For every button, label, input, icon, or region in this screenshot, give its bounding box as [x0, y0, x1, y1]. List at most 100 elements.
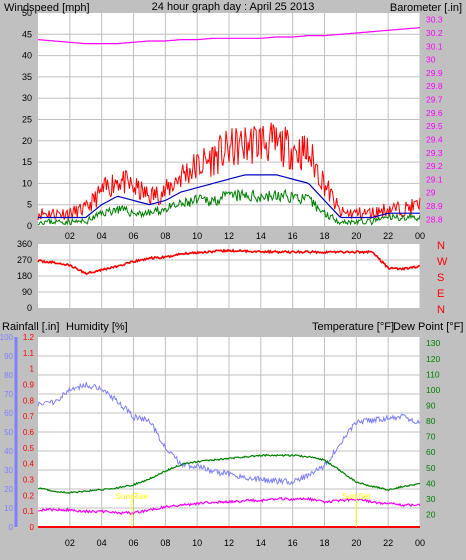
temperature-y-ticks: 20 30 40 50 60 70 80 90 100 110 120 130	[426, 338, 440, 519]
x-tick-label: 02	[65, 538, 75, 548]
humidity-line	[37, 381, 421, 486]
x-tick-label: 10	[192, 538, 202, 548]
barometer-y-tick-label: 29.1	[426, 174, 443, 184]
barometer-y-tick-label: 29.8	[426, 81, 443, 91]
rainfall-y-tick-label: 1	[30, 365, 35, 374]
humidity-y-tick-label: 60	[4, 409, 13, 418]
sunset-label: Sun Set	[342, 492, 371, 501]
sunrise-label: Sun Rise	[116, 492, 149, 501]
x-tick-label: 18	[319, 231, 329, 241]
x-tick-label: 08	[160, 231, 170, 241]
temperature-y-tick-label: 40	[426, 478, 436, 488]
x-tick-label: 10	[192, 231, 202, 241]
barometer-y-tick-label: 29.5	[426, 121, 443, 131]
barometer-y-tick-label: 29.4	[426, 134, 443, 144]
x-tick-label: 08	[160, 538, 170, 548]
rainfall-y-tick-label: 0.5	[23, 444, 35, 453]
x-tick-label: 06	[128, 538, 138, 548]
direction-y-tick-label: 90	[22, 287, 32, 297]
barometer-y-tick-label: 29	[426, 188, 436, 198]
wind-average-line	[38, 174, 420, 219]
barometer-y-tick-label: 29.3	[426, 148, 443, 158]
humidity-y-tick-label: 100	[0, 333, 14, 342]
temperature-line	[37, 453, 421, 495]
temperature-y-tick-label: 90	[426, 401, 436, 411]
barometer-y-ticks: 28.8 28.9 29 29.1 29.2 29.3 29.4 29.5 29.6 29.7 29…	[426, 15, 443, 225]
rainfall-y-tick-label: 1.2	[23, 333, 35, 342]
humidity-axis-label: Humidity [%]	[66, 321, 128, 333]
wind-y-tick-label: 20	[22, 136, 32, 146]
x-tick-label: 12	[224, 231, 234, 241]
humidity-y-tick-label: 40	[4, 447, 13, 456]
wind-series	[37, 27, 421, 226]
temperature-y-tick-label: 70	[426, 432, 436, 442]
direction-y-tick-label: 270	[17, 255, 32, 265]
x-tick-label: 06	[128, 231, 138, 241]
humidity-y-tick-label: 50	[4, 428, 13, 437]
humidity-y-tick-label: 20	[4, 485, 13, 494]
barometer-y-tick-label: 30.1	[426, 41, 443, 51]
direction-grid	[38, 244, 421, 308]
barometer-y-tick-label: 28.9	[426, 201, 443, 211]
x-tick-label: 04	[97, 231, 107, 241]
wind-min-line	[37, 188, 421, 226]
wind-y-tick-label: 50	[22, 8, 32, 18]
humidity-y-tick-label: 90	[4, 352, 13, 361]
wind-y-tick-label: 40	[22, 51, 32, 61]
rainfall-y-tick-label: 0.2	[23, 491, 35, 500]
humidity-y-ticks: 0 10 20 30 40 50 60 70 80 90 100	[0, 333, 18, 532]
wind-y-tick-label: 0	[27, 221, 32, 231]
rainfall-y-tick-label: 0.3	[23, 476, 35, 485]
sun-markers: Sun Rise Sun Set	[116, 492, 371, 527]
barometer-y-tick-label: 30.2	[426, 28, 443, 38]
humidity-y-tick-label: 30	[4, 466, 13, 475]
direction-y-tick-label: 180	[17, 271, 32, 281]
direction-y-tick-label: 360	[17, 239, 32, 249]
barometer-y-tick-label: 29.9	[426, 68, 443, 78]
barometer-y-tick-label: 28.8	[426, 214, 443, 224]
compass-label: W	[437, 256, 448, 268]
temperature-y-tick-label: 130	[426, 338, 440, 348]
compass-label: E	[437, 288, 444, 300]
wind-grid	[38, 13, 421, 226]
x-tick-label: 16	[288, 231, 298, 241]
direction-y-ticks: 0 90 180 270 360	[17, 239, 32, 313]
temperature-axis-label: Temperature [°F]	[312, 321, 394, 333]
barometer-axis-label: Barometer [.in]	[390, 2, 462, 14]
chart-title: 24 hour graph day : April 25 2013	[152, 1, 315, 13]
x-tick-label: 02	[65, 231, 75, 241]
temperature-y-tick-label: 100	[426, 385, 440, 395]
rainfall-y-tick-label: 0	[30, 523, 35, 532]
temperature-y-tick-label: 20	[426, 510, 436, 520]
direction-y-tick-label: 0	[27, 303, 32, 313]
x-tick-label: 20	[351, 231, 361, 241]
x-tick-label: 14	[256, 231, 266, 241]
barometer-y-tick-label: 30.3	[426, 15, 443, 25]
compass-label: N	[437, 304, 445, 316]
x-tick-label: 00	[415, 538, 425, 548]
x-tick-label: 04	[97, 538, 107, 548]
barometer-y-tick-label: 30	[426, 55, 436, 65]
rainfall-y-tick-label: 0.4	[23, 460, 35, 469]
x-tick-label: 22	[383, 538, 393, 548]
rainfall-y-tick-label: 0.1	[23, 507, 35, 516]
temperature-y-tick-label: 50	[426, 463, 436, 473]
x-tick-label: 20	[351, 538, 361, 548]
compass-label: N	[437, 240, 445, 252]
x-tick-label: 18	[319, 538, 329, 548]
humidity-y-tick-label: 70	[4, 390, 13, 399]
barometer-line	[37, 27, 421, 45]
rainfall-y-ticks: 0 0.1 0.2 0.3 0.4 0.5 0.6 0.7 0.8 0.9 1 1.1 1.2	[23, 333, 35, 532]
compass-label: S	[437, 272, 444, 284]
x-tick-label: 14	[256, 538, 266, 548]
temperature-y-tick-label: 110	[426, 369, 440, 379]
wind-direction-line	[37, 248, 421, 276]
barometer-y-tick-label: 29.6	[426, 108, 443, 118]
x-tick-label: 16	[288, 538, 298, 548]
wind-y-tick-label: 15	[22, 157, 32, 167]
wind-y-ticks: 0 5 10 15 20 25 30 35 40 45 50	[22, 8, 32, 231]
temperature-y-tick-label: 80	[426, 416, 436, 426]
